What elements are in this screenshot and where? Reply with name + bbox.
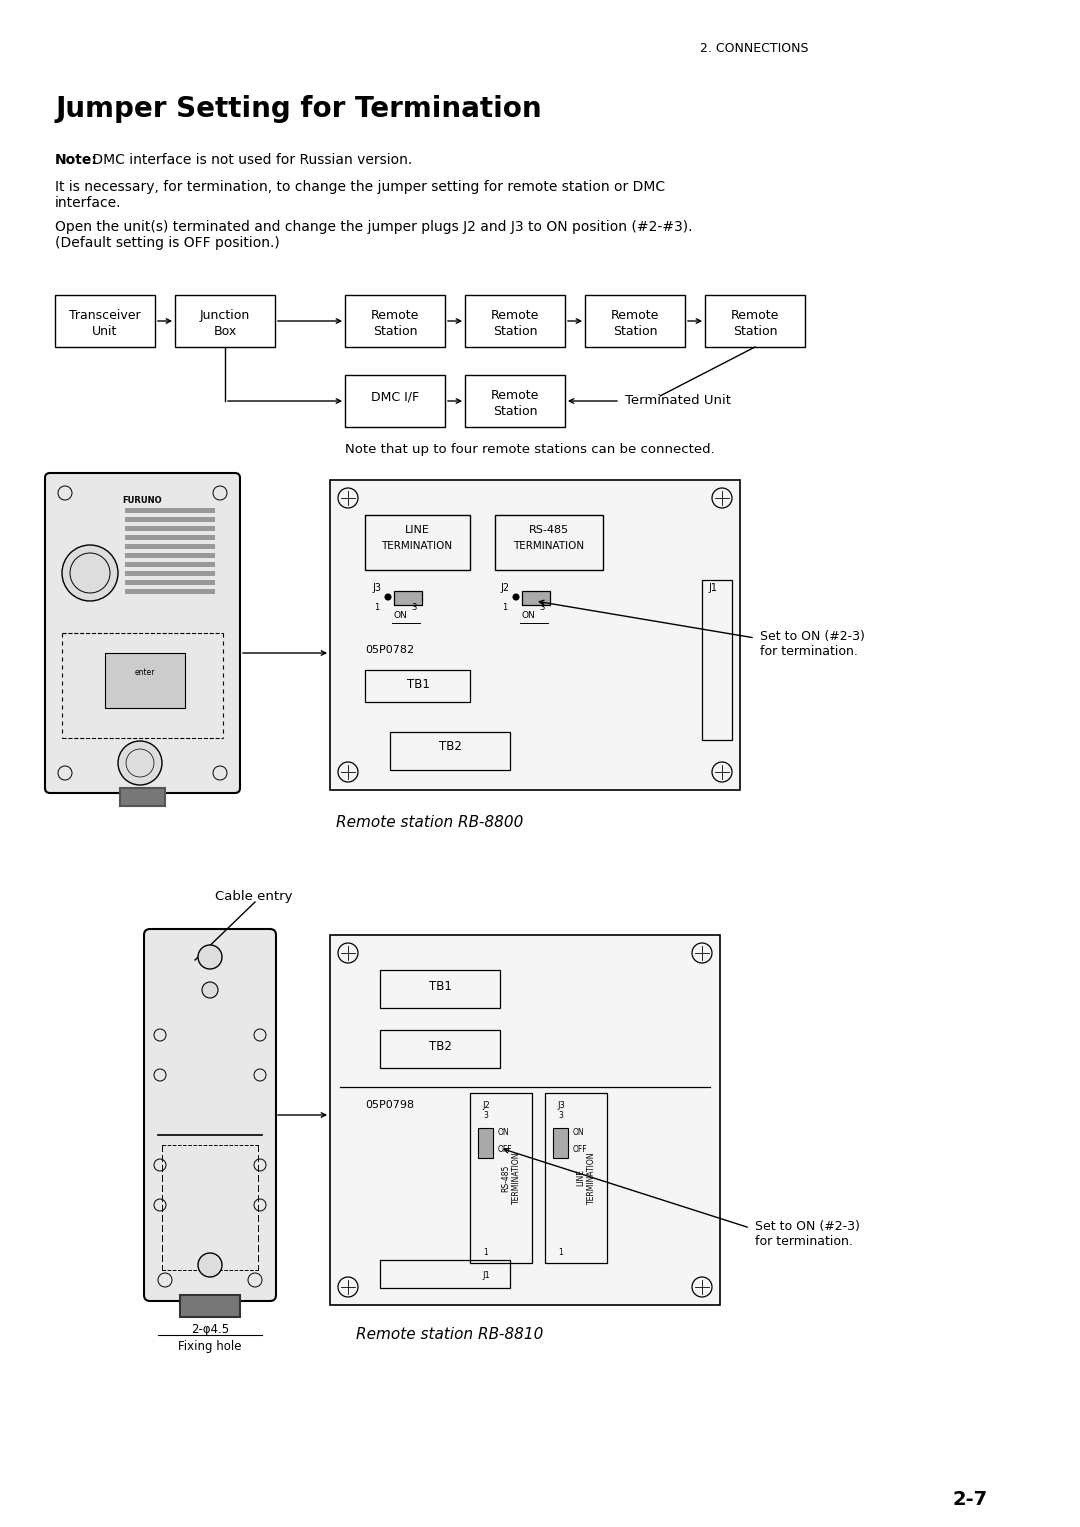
Text: J2: J2 [482, 1101, 490, 1110]
FancyBboxPatch shape [45, 473, 240, 793]
Text: 2-φ4.5: 2-φ4.5 [191, 1322, 229, 1336]
Text: 1: 1 [374, 603, 379, 612]
Bar [120, 788, 165, 806]
Text: Note that up to four remote stations can be connected.: Note that up to four remote stations can… [345, 443, 715, 457]
Text: Station: Station [373, 325, 417, 337]
Text: J1: J1 [482, 1270, 490, 1280]
Text: RS-485
TERMINATION: RS-485 TERMINATION [501, 1151, 521, 1205]
Text: Station: Station [732, 325, 778, 337]
Text: J1: J1 [708, 583, 717, 592]
Text: TB1: TB1 [406, 678, 430, 692]
Bar [105, 654, 185, 709]
Text: 3: 3 [484, 1112, 488, 1119]
Bar [522, 591, 550, 605]
Bar [380, 970, 500, 1008]
Text: J2: J2 [500, 583, 509, 592]
Text: 05P0782: 05P0782 [365, 644, 414, 655]
Text: 1: 1 [558, 1248, 564, 1257]
Bar [390, 731, 510, 770]
Text: RS-485: RS-485 [529, 525, 569, 534]
Text: 2. CONNECTIONS: 2. CONNECTIONS [700, 43, 809, 55]
Text: Open the unit(s) terminated and change the jumper plugs J2 and J3 to ON position: Open the unit(s) terminated and change t… [55, 220, 692, 250]
Bar [553, 1128, 568, 1157]
Text: Remote station RB-8800: Remote station RB-8800 [336, 815, 524, 831]
Text: 3: 3 [411, 603, 417, 612]
Circle shape [384, 594, 391, 600]
Bar [365, 515, 470, 570]
Bar [125, 518, 215, 522]
Text: FURUNO: FURUNO [122, 496, 162, 505]
Text: ON: ON [394, 611, 408, 620]
Bar [465, 295, 565, 347]
Bar [125, 544, 215, 550]
Bar [125, 571, 215, 576]
Circle shape [202, 982, 218, 999]
Bar [380, 1031, 500, 1067]
Text: DMC I/F: DMC I/F [370, 391, 419, 405]
Bar [125, 534, 215, 541]
Bar [345, 376, 445, 428]
Circle shape [198, 945, 222, 970]
Text: ON: ON [498, 1128, 510, 1138]
Text: Cable entry: Cable entry [215, 890, 293, 902]
Text: 3: 3 [539, 603, 544, 612]
Text: TERMINATION: TERMINATION [381, 541, 453, 551]
Text: TB2: TB2 [429, 1040, 451, 1054]
Bar [545, 1093, 607, 1263]
Circle shape [198, 1254, 222, 1277]
Text: Unit: Unit [92, 325, 118, 337]
Circle shape [62, 545, 118, 602]
Text: ON: ON [522, 611, 536, 620]
Text: Station: Station [492, 325, 537, 337]
Text: TB2: TB2 [438, 741, 461, 753]
Text: Fixing hole: Fixing hole [178, 1341, 242, 1353]
Bar [125, 562, 215, 567]
Bar [55, 295, 156, 347]
FancyBboxPatch shape [144, 928, 276, 1301]
Text: Remote: Remote [490, 389, 539, 402]
Text: LINE
TERMINATION: LINE TERMINATION [577, 1151, 596, 1205]
Text: Terminated Unit: Terminated Unit [625, 394, 731, 408]
Text: DMC interface is not used for Russian version.: DMC interface is not used for Russian ve… [87, 153, 413, 166]
Text: Note:: Note: [55, 153, 98, 166]
Circle shape [513, 594, 519, 600]
Text: ON: ON [573, 1128, 584, 1138]
Bar [330, 479, 740, 789]
Text: J3: J3 [372, 583, 381, 592]
Text: Set to ON (#2-3)
for termination.: Set to ON (#2-3) for termination. [760, 631, 865, 658]
Text: OFF: OFF [573, 1145, 588, 1154]
Text: It is necessary, for termination, to change the jumper setting for remote statio: It is necessary, for termination, to cha… [55, 180, 665, 211]
Bar [394, 591, 422, 605]
Text: OFF: OFF [498, 1145, 513, 1154]
Text: 1: 1 [502, 603, 508, 612]
Bar [478, 1128, 492, 1157]
Bar [180, 1295, 240, 1316]
Bar [365, 670, 470, 702]
Text: LINE: LINE [405, 525, 430, 534]
Text: 05P0798: 05P0798 [365, 1099, 414, 1110]
Bar [125, 580, 215, 585]
Text: Jumper Setting for Termination: Jumper Setting for Termination [55, 95, 542, 124]
Text: Junction: Junction [200, 308, 251, 322]
Text: J3: J3 [557, 1101, 565, 1110]
Bar [175, 295, 275, 347]
Bar [470, 1093, 532, 1263]
Bar [125, 589, 215, 594]
Text: Set to ON (#2-3)
for termination.: Set to ON (#2-3) for termination. [755, 1220, 860, 1248]
Text: Remote: Remote [731, 308, 779, 322]
Text: TERMINATION: TERMINATION [513, 541, 584, 551]
Text: Remote: Remote [490, 308, 539, 322]
Bar [705, 295, 805, 347]
Text: Remote: Remote [370, 308, 419, 322]
Bar [465, 376, 565, 428]
Text: Station: Station [612, 325, 658, 337]
Text: 3: 3 [558, 1112, 564, 1119]
Text: 1: 1 [484, 1248, 488, 1257]
Bar [702, 580, 732, 741]
Text: enter: enter [135, 667, 156, 676]
Bar [345, 295, 445, 347]
Bar [380, 1260, 510, 1287]
Text: Transceiver: Transceiver [69, 308, 140, 322]
Text: Station: Station [492, 405, 537, 418]
Text: Remote: Remote [611, 308, 659, 322]
